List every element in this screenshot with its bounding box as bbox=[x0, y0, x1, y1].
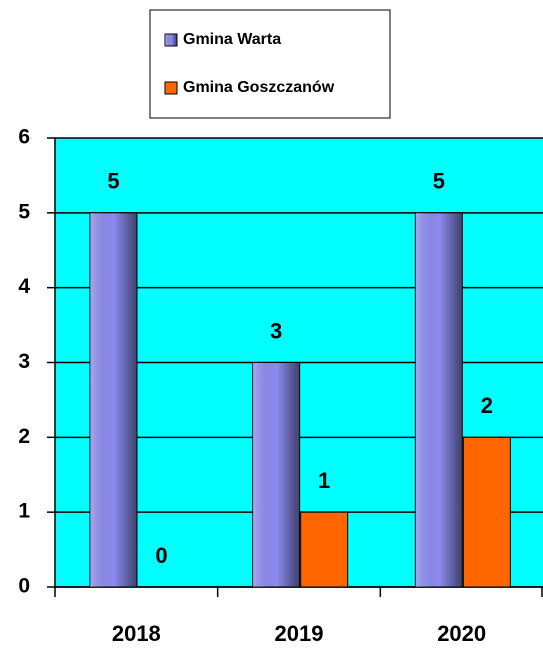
data-label: 0 bbox=[155, 543, 167, 568]
y-tick-label: 6 bbox=[18, 126, 30, 149]
x-tick-label: 2020 bbox=[437, 621, 486, 646]
legend-swatch-shade bbox=[165, 34, 177, 46]
legend-swatch bbox=[164, 81, 178, 95]
legend-box bbox=[149, 9, 391, 119]
legend-label: Gmina Warta bbox=[183, 31, 281, 48]
bar bbox=[462, 436, 511, 588]
y-tick-label: 5 bbox=[18, 200, 30, 223]
bar-shade bbox=[90, 212, 137, 588]
y-tick-label: 2 bbox=[18, 425, 30, 448]
y-tick-label: 4 bbox=[18, 275, 30, 298]
data-label: 3 bbox=[270, 318, 282, 343]
bar-shade bbox=[252, 362, 300, 587]
x-tick-label: 2019 bbox=[275, 621, 324, 646]
data-label: 5 bbox=[107, 169, 119, 194]
x-tick-label: 2018 bbox=[112, 621, 161, 646]
data-label: 5 bbox=[433, 169, 445, 194]
data-label: 1 bbox=[318, 468, 330, 493]
bar bbox=[300, 511, 349, 588]
data-label: 2 bbox=[481, 393, 493, 418]
bar-shade bbox=[415, 212, 463, 588]
y-tick-label: 3 bbox=[18, 350, 30, 373]
legend-label: Gmina Goszczanów bbox=[183, 79, 335, 96]
y-tick-label: 0 bbox=[18, 575, 30, 598]
y-tick-label: 1 bbox=[18, 500, 30, 523]
